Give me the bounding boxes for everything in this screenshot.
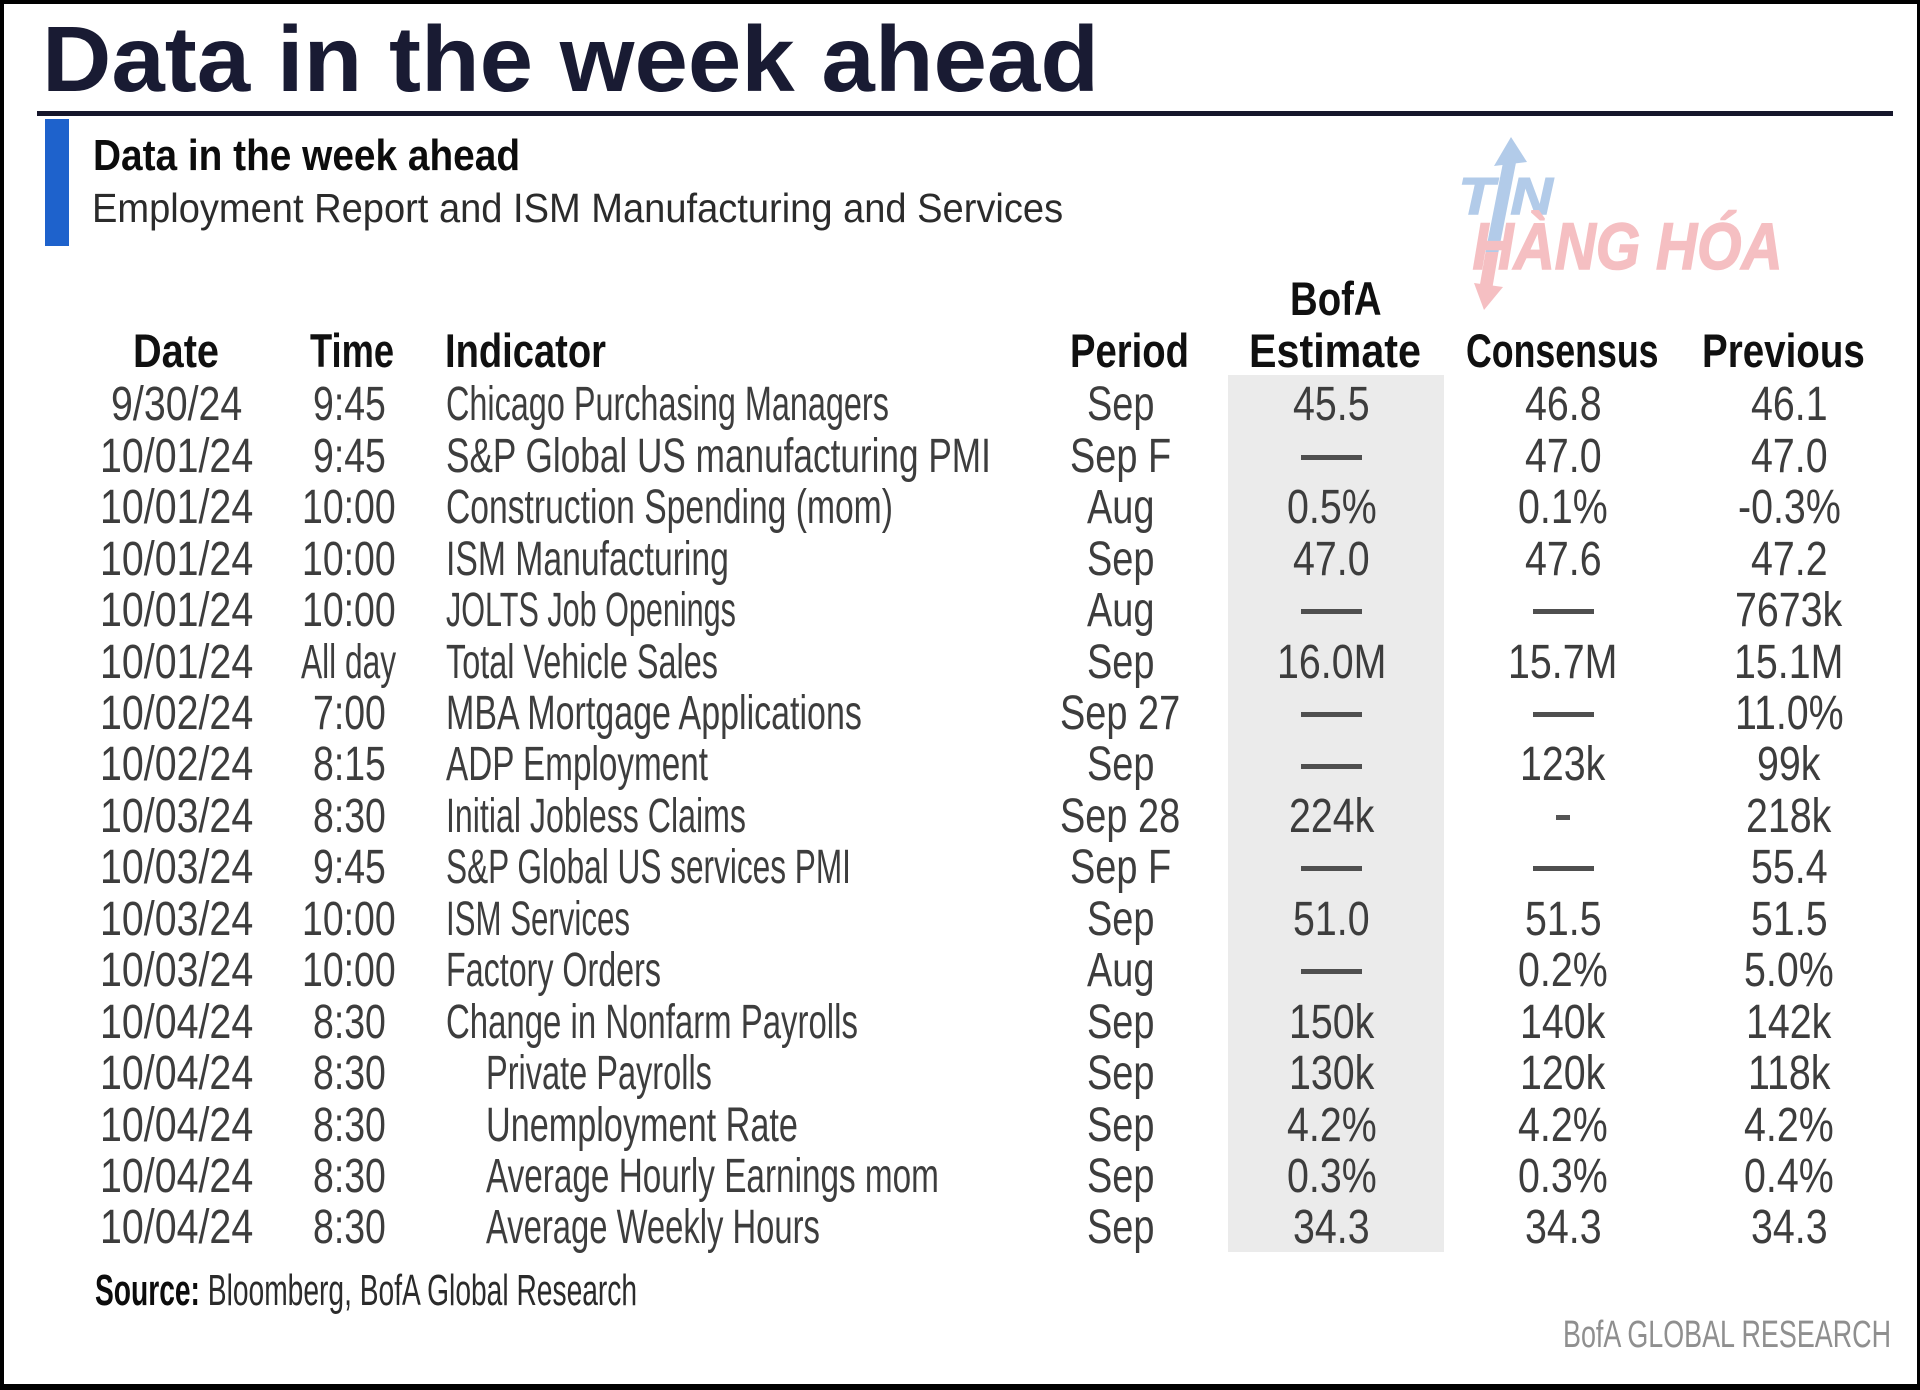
svg-text:TIN: TIN [1459,168,1555,226]
svg-text:HÀNG HÓA: HÀNG HÓA [1473,209,1783,283]
